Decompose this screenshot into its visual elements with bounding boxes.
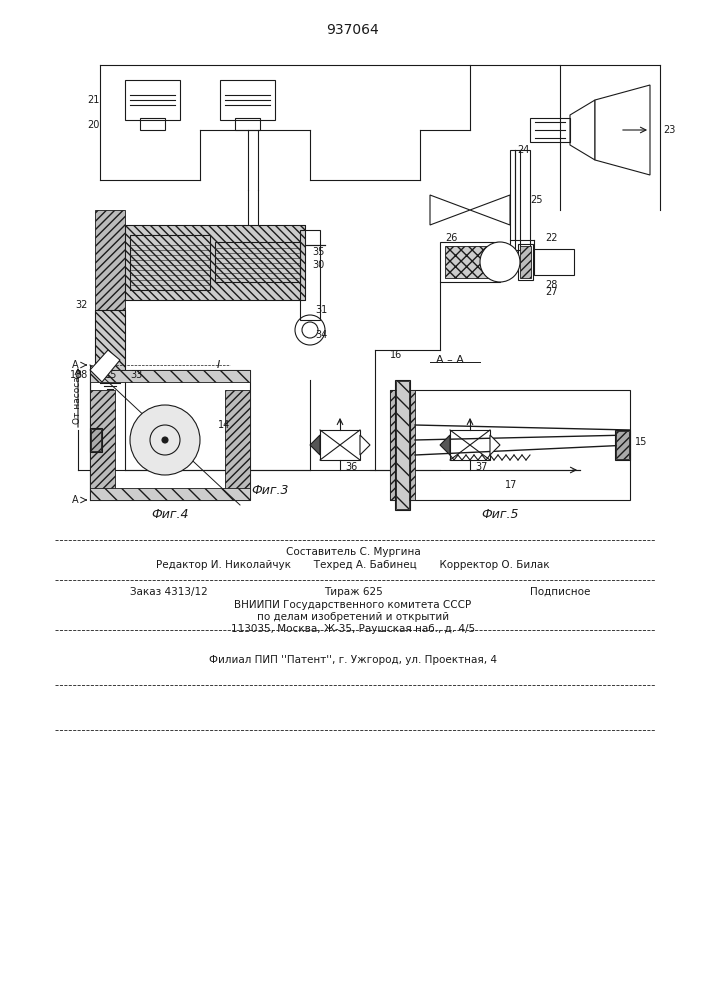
Bar — [390, 390, 630, 500]
Text: Фиг.3: Фиг.3 — [251, 484, 288, 496]
Bar — [510, 150, 530, 250]
Text: Фиг.5: Фиг.5 — [481, 508, 519, 522]
Polygon shape — [470, 195, 510, 225]
Text: 35: 35 — [312, 247, 325, 257]
Text: 113035, Москва, Ж-35, Раушская наб., д. 4/5: 113035, Москва, Ж-35, Раушская наб., д. … — [231, 624, 475, 634]
Bar — [235, 118, 260, 130]
Text: 18: 18 — [70, 370, 82, 380]
Text: 21: 21 — [88, 95, 100, 105]
Text: 23: 23 — [663, 125, 675, 135]
Circle shape — [480, 242, 520, 282]
Bar — [395, 380, 410, 510]
Bar — [534, 249, 574, 275]
Bar — [615, 430, 630, 460]
Text: Заказ 4313/12: Заказ 4313/12 — [130, 587, 208, 597]
Text: 26: 26 — [445, 233, 457, 243]
Bar — [95, 310, 125, 380]
Text: 937064: 937064 — [327, 23, 380, 37]
Text: 16: 16 — [390, 350, 402, 360]
Bar — [616, 431, 629, 459]
Bar — [140, 118, 165, 130]
Text: 27: 27 — [545, 287, 558, 297]
Bar — [225, 390, 250, 490]
Bar — [520, 246, 531, 278]
Bar — [320, 430, 360, 460]
Text: 28: 28 — [545, 280, 557, 290]
Text: 38: 38 — [76, 370, 88, 380]
Text: по делам изобретений и открытий: по делам изобретений и открытий — [257, 612, 449, 622]
Text: 36: 36 — [345, 462, 357, 472]
Bar — [396, 381, 409, 509]
Text: 15: 15 — [635, 437, 648, 447]
Text: А – А: А – А — [436, 355, 464, 365]
Bar — [125, 225, 305, 300]
Bar — [90, 428, 102, 452]
Text: ВНИИПИ Государственного комитета СССР: ВНИИПИ Государственного комитета СССР — [235, 600, 472, 610]
Text: 30: 30 — [312, 260, 325, 270]
Circle shape — [162, 437, 168, 443]
Text: 31: 31 — [315, 305, 327, 315]
Text: 37: 37 — [475, 462, 487, 472]
Bar — [91, 429, 101, 451]
Bar — [125, 225, 305, 300]
Polygon shape — [595, 85, 650, 175]
Polygon shape — [490, 435, 500, 455]
Text: 14: 14 — [218, 420, 230, 430]
Text: 32: 32 — [76, 300, 88, 310]
Polygon shape — [440, 435, 450, 455]
Text: А: А — [71, 360, 78, 370]
Text: I: I — [216, 360, 220, 370]
Bar — [445, 246, 495, 278]
Bar — [130, 235, 210, 290]
Text: 15: 15 — [105, 370, 117, 380]
Polygon shape — [90, 350, 120, 382]
Circle shape — [130, 405, 200, 475]
Polygon shape — [360, 435, 370, 455]
Text: Фиг.4: Фиг.4 — [151, 508, 189, 522]
Text: 22: 22 — [545, 233, 558, 243]
Bar — [95, 210, 125, 310]
Polygon shape — [430, 195, 470, 225]
Bar — [300, 230, 320, 320]
Polygon shape — [570, 100, 595, 160]
Bar — [518, 244, 533, 280]
Bar — [530, 118, 570, 142]
Bar — [90, 370, 250, 500]
Text: От насоса: От насоса — [74, 376, 83, 424]
Bar — [390, 390, 415, 500]
Bar — [440, 242, 500, 282]
Bar — [125, 80, 180, 120]
Bar — [215, 242, 300, 282]
Text: 33: 33 — [130, 370, 142, 380]
Text: Редактор И. Николайчук       Техред А. Бабинец       Корректор О. Билак: Редактор И. Николайчук Техред А. Бабинец… — [156, 560, 550, 570]
Bar — [450, 430, 490, 460]
Bar — [90, 370, 250, 382]
Text: 25: 25 — [530, 195, 542, 205]
Bar — [90, 488, 250, 500]
Bar — [90, 390, 115, 490]
Text: 20: 20 — [88, 120, 100, 130]
Text: Филиал ПИП ''Патент'', г. Ужгород, ул. Проектная, 4: Филиал ПИП ''Патент'', г. Ужгород, ул. П… — [209, 655, 497, 665]
Text: Подписное: Подписное — [530, 587, 590, 597]
Bar — [95, 310, 125, 380]
Text: 17: 17 — [505, 480, 518, 490]
Text: А: А — [71, 495, 78, 505]
Text: 34: 34 — [315, 330, 327, 340]
Text: 24: 24 — [518, 145, 530, 155]
Text: Составитель С. Мургина: Составитель С. Мургина — [286, 547, 421, 557]
Text: Тираж 625: Тираж 625 — [324, 587, 382, 597]
Bar — [220, 80, 275, 120]
Polygon shape — [310, 435, 320, 455]
